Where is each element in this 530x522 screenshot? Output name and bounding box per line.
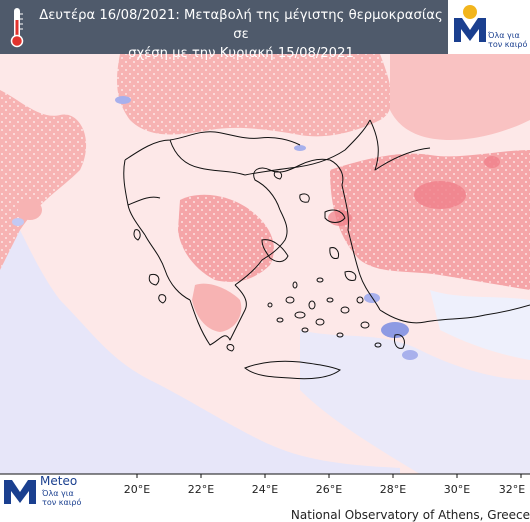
balkan-coast-north	[124, 131, 301, 161]
border-bulgaria	[244, 119, 371, 176]
longitude-label: 24°E	[251, 483, 279, 496]
warming-peak-anatolia	[414, 181, 466, 209]
cooling-area-south	[300, 330, 530, 474]
island-euboea	[261, 239, 289, 263]
longitude-label: 28°E	[379, 483, 407, 496]
north-aegean-coast	[253, 158, 331, 211]
island-samos	[344, 271, 357, 281]
island-lesvos	[324, 209, 346, 223]
meteo-logo-icon	[454, 5, 486, 42]
page-title: Δευτέρα 16/08/2021: Μεταβολή της μέγιστη…	[36, 6, 446, 63]
island-kythira	[226, 344, 235, 352]
island-rhodes	[394, 334, 405, 349]
meteo-logo-bottom[interactable]: Meteo Όλα για τον καιρό	[0, 470, 100, 510]
warming-west-spot	[18, 200, 42, 220]
warming-balkans-east	[390, 54, 530, 140]
peloponnese-coast	[189, 284, 247, 346]
warming-areas	[0, 54, 530, 332]
cooling-area-west	[0, 200, 400, 474]
island-crete	[244, 360, 341, 380]
longitude-label: 32°E	[498, 483, 526, 496]
island-kefalonia	[148, 273, 160, 286]
turkey-west-coast	[329, 159, 381, 311]
title-line-1: Δευτέρα 16/08/2021: Μεταβολή της μέγιστη…	[39, 8, 443, 42]
border-albania	[127, 196, 161, 206]
thermometer-icon	[10, 8, 24, 48]
islands	[133, 171, 405, 380]
island-zakynthos	[158, 294, 167, 304]
title-line-2: σχέση με την Κυριακή 15/08/2021	[128, 46, 354, 61]
black-sea-coast	[369, 119, 431, 171]
island-corfu	[133, 229, 141, 241]
title-bar: Δευτέρα 16/08/2021: Μεταβολή της μέγιστη…	[0, 0, 530, 61]
coastlines-and-borders	[123, 119, 530, 346]
logo-tagline: Όλα για τον καιρό	[488, 31, 528, 49]
map-frame	[0, 473, 530, 478]
longitude-label: 30°E	[443, 483, 471, 496]
logo-brand: Meteo	[40, 474, 78, 488]
sun-icon	[463, 5, 477, 19]
cooling-area-east-sea	[430, 290, 530, 360]
island-lemnos	[299, 193, 310, 203]
credit-text: National Observatory of Athens, Greece	[290, 508, 530, 522]
meteo-logo-icon	[4, 480, 36, 504]
island-thasos	[273, 171, 283, 180]
longitude-label: 26°E	[315, 483, 343, 496]
cooling-spots	[12, 96, 418, 360]
meteo-logo[interactable]: Όλα για τον καιρό	[448, 0, 530, 54]
greece-west-coast	[144, 234, 191, 301]
longitude-label: 22°E	[187, 483, 215, 496]
turkey-south-coast	[379, 304, 530, 324]
border-north	[169, 139, 246, 176]
attica-coast	[234, 209, 288, 286]
warming-peloponnese	[192, 283, 242, 332]
island-chios	[329, 247, 339, 259]
longitude-label: 20°E	[123, 483, 151, 496]
logo-tagline: Όλα για τον καιρό	[42, 489, 82, 507]
